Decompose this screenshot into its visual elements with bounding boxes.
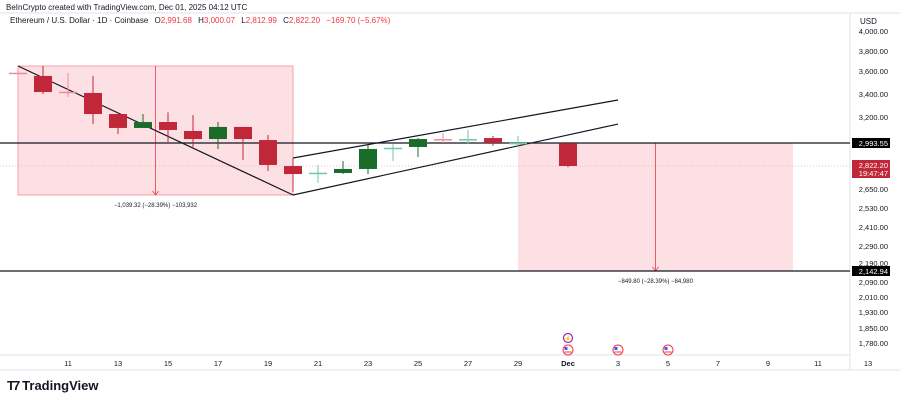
time-tick-label: 9 <box>766 359 770 368</box>
candle-body <box>34 75 52 93</box>
candle-body <box>309 172 327 175</box>
time-tick-label: 11 <box>64 359 72 368</box>
candle-body <box>84 92 102 115</box>
low-value: 2,812.99 <box>245 16 277 25</box>
candle-body <box>409 139 427 147</box>
time-tick-label: 11 <box>814 359 822 368</box>
time-tick-label: 17 <box>214 359 222 368</box>
symbol-title: Ethereum / U.S. Dollar · 1D · Coinbase <box>10 16 149 25</box>
tradingview-logo: T7 TradingView <box>7 378 99 393</box>
candle-body <box>384 147 402 150</box>
chart-credit: BeInCrypto created with TradingView.com,… <box>6 3 248 12</box>
price-tick-label: 4,000.00 <box>859 27 888 36</box>
us-flag-canton <box>664 347 668 350</box>
time-tick-label: 5 <box>666 359 670 368</box>
price-tick-label: 3,600.00 <box>859 67 888 76</box>
trendline-3 <box>292 123 619 196</box>
last-price-badge <box>852 160 890 178</box>
time-tick-label: 25 <box>414 359 422 368</box>
candle-body <box>509 142 527 145</box>
price-tick-label: 2,290.00 <box>859 242 888 251</box>
time-tick-label: 19 <box>264 359 272 368</box>
candle-body <box>134 122 152 128</box>
candle-body <box>284 166 302 175</box>
high-value: 3,000.07 <box>203 16 236 25</box>
candle-body <box>259 140 277 165</box>
price-tick-label: 2,650.00 <box>859 185 888 194</box>
symbol-legend: Ethereum / U.S. Dollar · 1D · Coinbase O… <box>10 16 391 25</box>
time-tick-label: 3 <box>616 359 620 368</box>
time-tick-label: 23 <box>364 359 372 368</box>
us-flag-canton <box>614 347 618 350</box>
candle-body <box>109 114 127 128</box>
candle-body <box>359 148 377 169</box>
us-flag-canton <box>564 347 568 350</box>
time-tick-label: 7 <box>716 359 720 368</box>
price-tick-label: 2,190.00 <box>859 259 888 268</box>
price-tick-label: 1,930.00 <box>859 308 888 317</box>
time-tick-label: Dec <box>561 359 575 368</box>
last-price-label: 2,822.20 <box>859 161 888 170</box>
time-tick-label: 13 <box>114 359 122 368</box>
price-tick-label: 2,410.00 <box>859 223 888 232</box>
measure-label-1: −1,039.32 (−28.39%) −103,932 <box>114 203 198 209</box>
time-tick-label: 15 <box>164 359 172 368</box>
measure-label-2: −849.80 (−28.39%) −84,980 <box>618 279 694 285</box>
price-tick-label: 3,400.00 <box>859 90 888 99</box>
crypto-event-icon[interactable] <box>562 332 574 344</box>
candle-body <box>234 126 252 140</box>
time-tick-label: 29 <box>514 359 522 368</box>
currency-label[interactable]: USD <box>860 17 877 26</box>
level-price-badge-1 <box>852 138 890 148</box>
crypto-event-glyph: ⚡ <box>564 335 571 343</box>
countdown-label: 19:47:47 <box>859 169 888 178</box>
price-tick-label: 1,780.00 <box>859 339 888 348</box>
measure-arrowhead-1 <box>152 190 159 196</box>
level-price-badge-2 <box>852 266 890 276</box>
level-price-label-1: 2,993.55 <box>859 139 888 148</box>
tradingview-logo-icon: T7 <box>7 378 20 393</box>
candle-body <box>9 72 27 75</box>
time-tick-label: 13 <box>864 359 872 368</box>
time-tick-label: 21 <box>314 359 322 368</box>
level-price-label-2: 2,142.94 <box>859 267 888 276</box>
change-value: −169.70 (−5.67%) <box>326 16 391 25</box>
trendline-2 <box>292 99 619 159</box>
price-tick-label: 1,850.00 <box>859 324 888 333</box>
price-tick-label: 3,200.00 <box>859 113 888 122</box>
price-tick-label: 2,010.00 <box>859 293 888 302</box>
candle-body <box>334 168 352 173</box>
candle-body <box>159 122 177 130</box>
candle-body <box>434 139 452 141</box>
candle-body <box>59 91 77 94</box>
candle-body <box>484 138 502 143</box>
candle-body <box>184 130 202 140</box>
close-value: 2,822.20 <box>288 16 321 25</box>
open-value: 2,991.68 <box>160 16 192 25</box>
time-tick-label: 27 <box>464 359 472 368</box>
candle-body <box>459 139 477 141</box>
trendline-1 <box>17 65 294 196</box>
candle-body <box>209 126 227 140</box>
price-tick-label: 3,800.00 <box>859 47 888 56</box>
candle-body <box>559 143 577 166</box>
price-tick-label: 2,090.00 <box>859 278 888 287</box>
price-tick-label: 2,530.00 <box>859 204 888 213</box>
